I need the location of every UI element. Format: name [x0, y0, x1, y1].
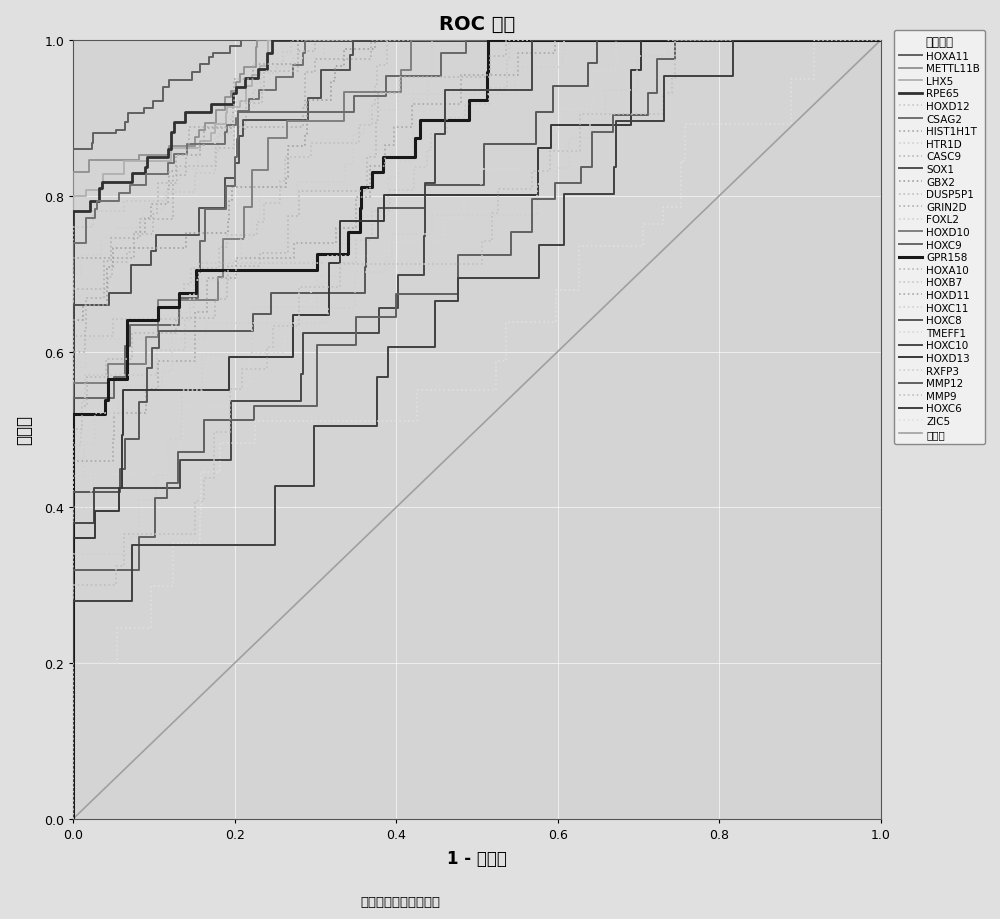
Title: ROC 曲线: ROC 曲线 — [439, 15, 515, 34]
Text: 对角段由绑定値生成。: 对角段由绑定値生成。 — [360, 895, 440, 908]
X-axis label: 1 - 特异性: 1 - 特异性 — [447, 849, 507, 868]
Legend: HOXA11, METTL11B, LHX5, RPE65, HOXD12, CSAG2, HIST1H1T, HTR1D, CASC9, SOX1, GBX2: HOXA11, METTL11B, LHX5, RPE65, HOXD12, C… — [894, 30, 985, 445]
Y-axis label: 敏感度: 敏感度 — [15, 415, 33, 445]
